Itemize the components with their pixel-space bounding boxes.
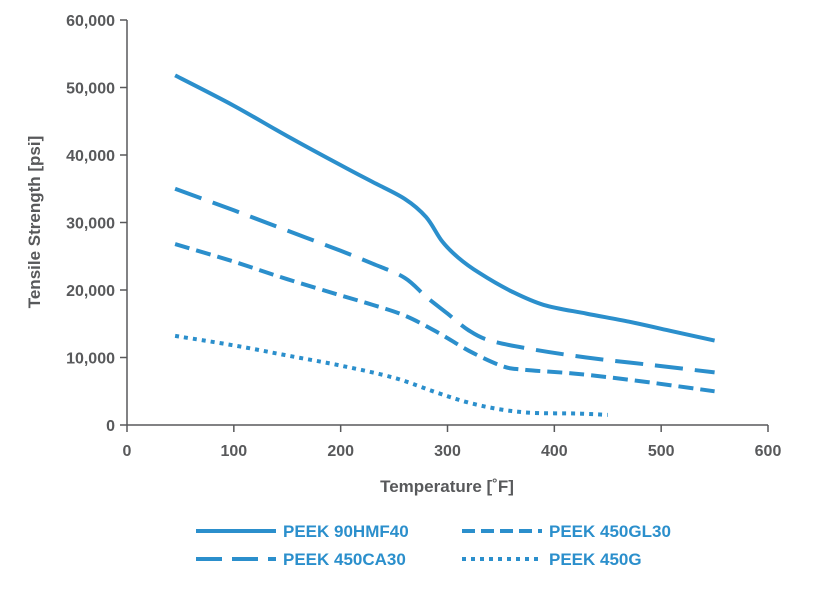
x-tick-label: 200 [327,443,354,460]
x-tick-label: 0 [123,443,132,460]
y-tick-label: 60,000 [66,13,115,30]
y-tick-label: 50,000 [66,81,115,98]
series-line-peek-90hmf40 [174,73,716,343]
axes [126,20,768,426]
legend: PEEK 90HMF40 PEEK 450GL30 PEEK 450CA30 PEEK… [196,522,671,569]
legend-label: PEEK 450G [549,550,642,569]
legend-label: PEEK 450CA30 [283,550,406,569]
y-tick-label: 10,000 [66,351,115,368]
x-tick-label: 500 [648,443,675,460]
legend-label: PEEK 90HMF40 [283,522,409,541]
y-axis-title: Tensile Strength [psi] [25,136,44,309]
x-axis-title: Temperature [˚F] [380,477,514,496]
y-tick-label: 30,000 [66,216,115,233]
series-line-peek-450g [174,333,608,417]
x-tick-label: 400 [541,443,568,460]
y-tick-label: 20,000 [66,283,115,300]
series-line-peek-450ca30 [174,186,715,375]
legend-label: PEEK 450GL30 [549,522,671,541]
x-tick-label: 600 [755,443,782,460]
y-tick-label: 0 [106,418,115,435]
series-line-peek-450gl30 [174,242,715,394]
series-group [174,73,716,417]
y-tick-label: 40,000 [66,148,115,165]
x-ticks: 0 100 200 300 400 500 600 [123,425,782,460]
x-tick-label: 100 [220,443,247,460]
x-tick-label: 300 [434,443,461,460]
y-ticks: 0 10,000 20,000 30,000 40,000 50,000 60,000 [66,13,127,435]
